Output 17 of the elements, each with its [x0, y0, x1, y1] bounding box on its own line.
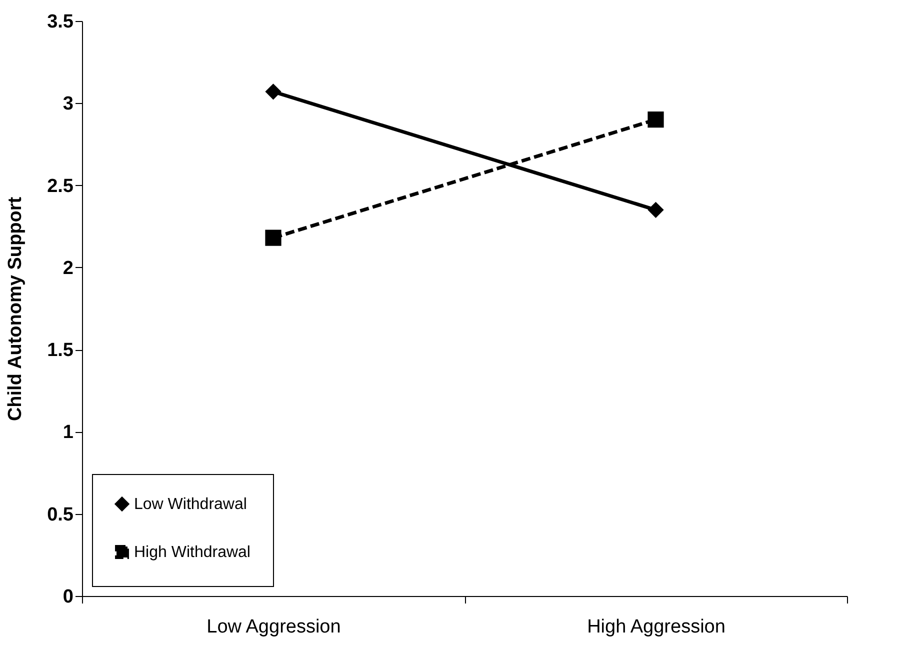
y-tick-label: 1 — [62, 422, 74, 444]
y-tick-label: 2 — [62, 258, 74, 279]
y-tick-label: 2.5 — [47, 176, 74, 197]
y-tick-label: 3.5 — [47, 12, 74, 32]
legend-label: Low Withdrawal — [134, 496, 247, 513]
y-tick-label: 0 — [62, 586, 74, 608]
point — [265, 84, 282, 100]
x-tick-label: High Aggression — [587, 616, 726, 638]
y-axis-title: Child Autonomy Support — [5, 196, 26, 422]
x-tick-label: Low Aggression — [206, 616, 341, 638]
y-tick-label: 3 — [62, 94, 74, 115]
point — [265, 230, 282, 246]
point — [648, 202, 664, 218]
y-tick-label: 0.5 — [47, 504, 74, 526]
point — [648, 112, 664, 128]
y-tick-label: 1.5 — [47, 340, 74, 362]
legend-label: High Withdrawal — [134, 544, 250, 561]
